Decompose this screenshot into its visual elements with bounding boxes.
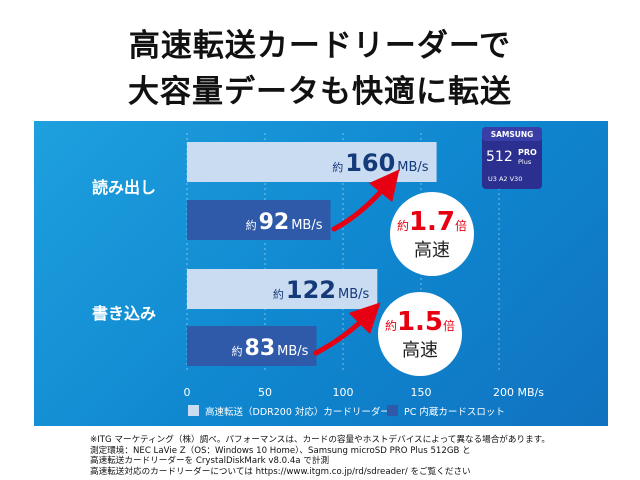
chart-panel: 約160 MB/s 約92 MB/s 約122 MB/s 約83 MB/s 読み出し 書き込み … [34,121,608,426]
annotation-bubble [378,292,462,376]
x-tick-label: 0 [184,386,191,399]
product-card-image: SAMSUNG 512 PRO Plus U3 A2 V30 [482,127,542,189]
footnote-line: ※ITG マーケティング（株）調べ。パフォーマンスは、カードの容量やホストデバイ… [90,435,550,445]
bar-value-unit: MB/s [397,160,429,175]
annotation-bubble [390,192,474,276]
bar-pc-slot [187,326,317,366]
bar-value-number: 92 [259,210,290,235]
bar-value-prefix: 約 [246,218,257,232]
annotation-arrow-read [331,169,400,232]
annotation-value: 1.7 [409,207,455,237]
product-line: PRO [518,148,537,157]
annotation-ratio: 約1.7倍 [397,207,467,237]
bar-value-unit: MB/s [338,287,370,302]
annotation-ratio: 約1.5倍 [385,307,455,337]
bar-value-label: 約122 MB/s [273,276,370,304]
annotation-arrows [313,169,400,356]
bar-value-number: 122 [286,276,336,304]
product-brand: SAMSUNG [491,130,534,139]
category-label: 読み出し [92,178,156,197]
product-marks: U3 A2 V30 [488,175,522,183]
legend-label: PC 内蔵カードスロット [404,406,505,418]
legend-label: 高速転送（DDR200 対応）カードリーダー [205,406,390,418]
annotation-arrow-write [313,302,381,356]
bar-value-prefix: 約 [232,344,243,358]
legend-swatch [188,405,199,416]
legend: 高速転送（DDR200 対応）カードリーダー PC 内蔵カードスロット [188,405,505,418]
annotation-value: 1.5 [397,307,443,337]
headline-line-1: 高速転送カードリーダーで [128,28,512,64]
bar-card-reader [187,269,378,309]
bar-value-unit: MB/s [291,218,323,233]
category-label: 書き込み [92,304,156,323]
annotation-text: 高速 [414,240,450,261]
headline-line-2: 大容量データも快適に転送 [128,74,512,110]
product-capacity: 512 [486,149,513,165]
product-subline: Plus [518,158,532,166]
annotation-text: 高速 [402,340,438,361]
annotation-suffix: 倍 [443,318,455,333]
annotation-prefix: 約 [397,218,409,233]
legend-swatch [387,405,398,416]
bar-pc-slot [187,200,331,240]
bar-value-number: 160 [345,149,395,177]
bar-value-label: 約92 MB/s [246,210,323,235]
bar-value-number: 83 [245,336,276,361]
bar-value-unit: MB/s [277,344,309,359]
footnotes: ※ITG マーケティング（株）調べ。パフォーマンスは、カードの容量やホストデバイ… [90,435,610,477]
x-tick-label: 150 [411,386,432,399]
x-tick-label: 50 [258,386,272,399]
annotation-prefix: 約 [385,318,397,333]
bar-value-prefix: 約 [332,160,343,174]
bar-value-label: 約83 MB/s [232,336,309,361]
footnote-line: 測定環境：NEC LaVie Z（OS：Windows 10 Home）、Sam… [90,445,471,456]
bar-value-prefix: 約 [273,287,284,301]
footnote-line: 高速転送対応のカードリーダーについては https://www.itgm.co.… [90,466,471,477]
x-axis-ticks: 0 50 100 150 200 MB/s [184,386,545,399]
x-tick-label: 100 [333,386,354,399]
x-tick-label: 200 MB/s [493,386,544,399]
footnote-line: 高速転送カードリーダーを CrystalDiskMark v8.0.4a で計測 [90,456,330,467]
annotation-suffix: 倍 [455,218,467,233]
